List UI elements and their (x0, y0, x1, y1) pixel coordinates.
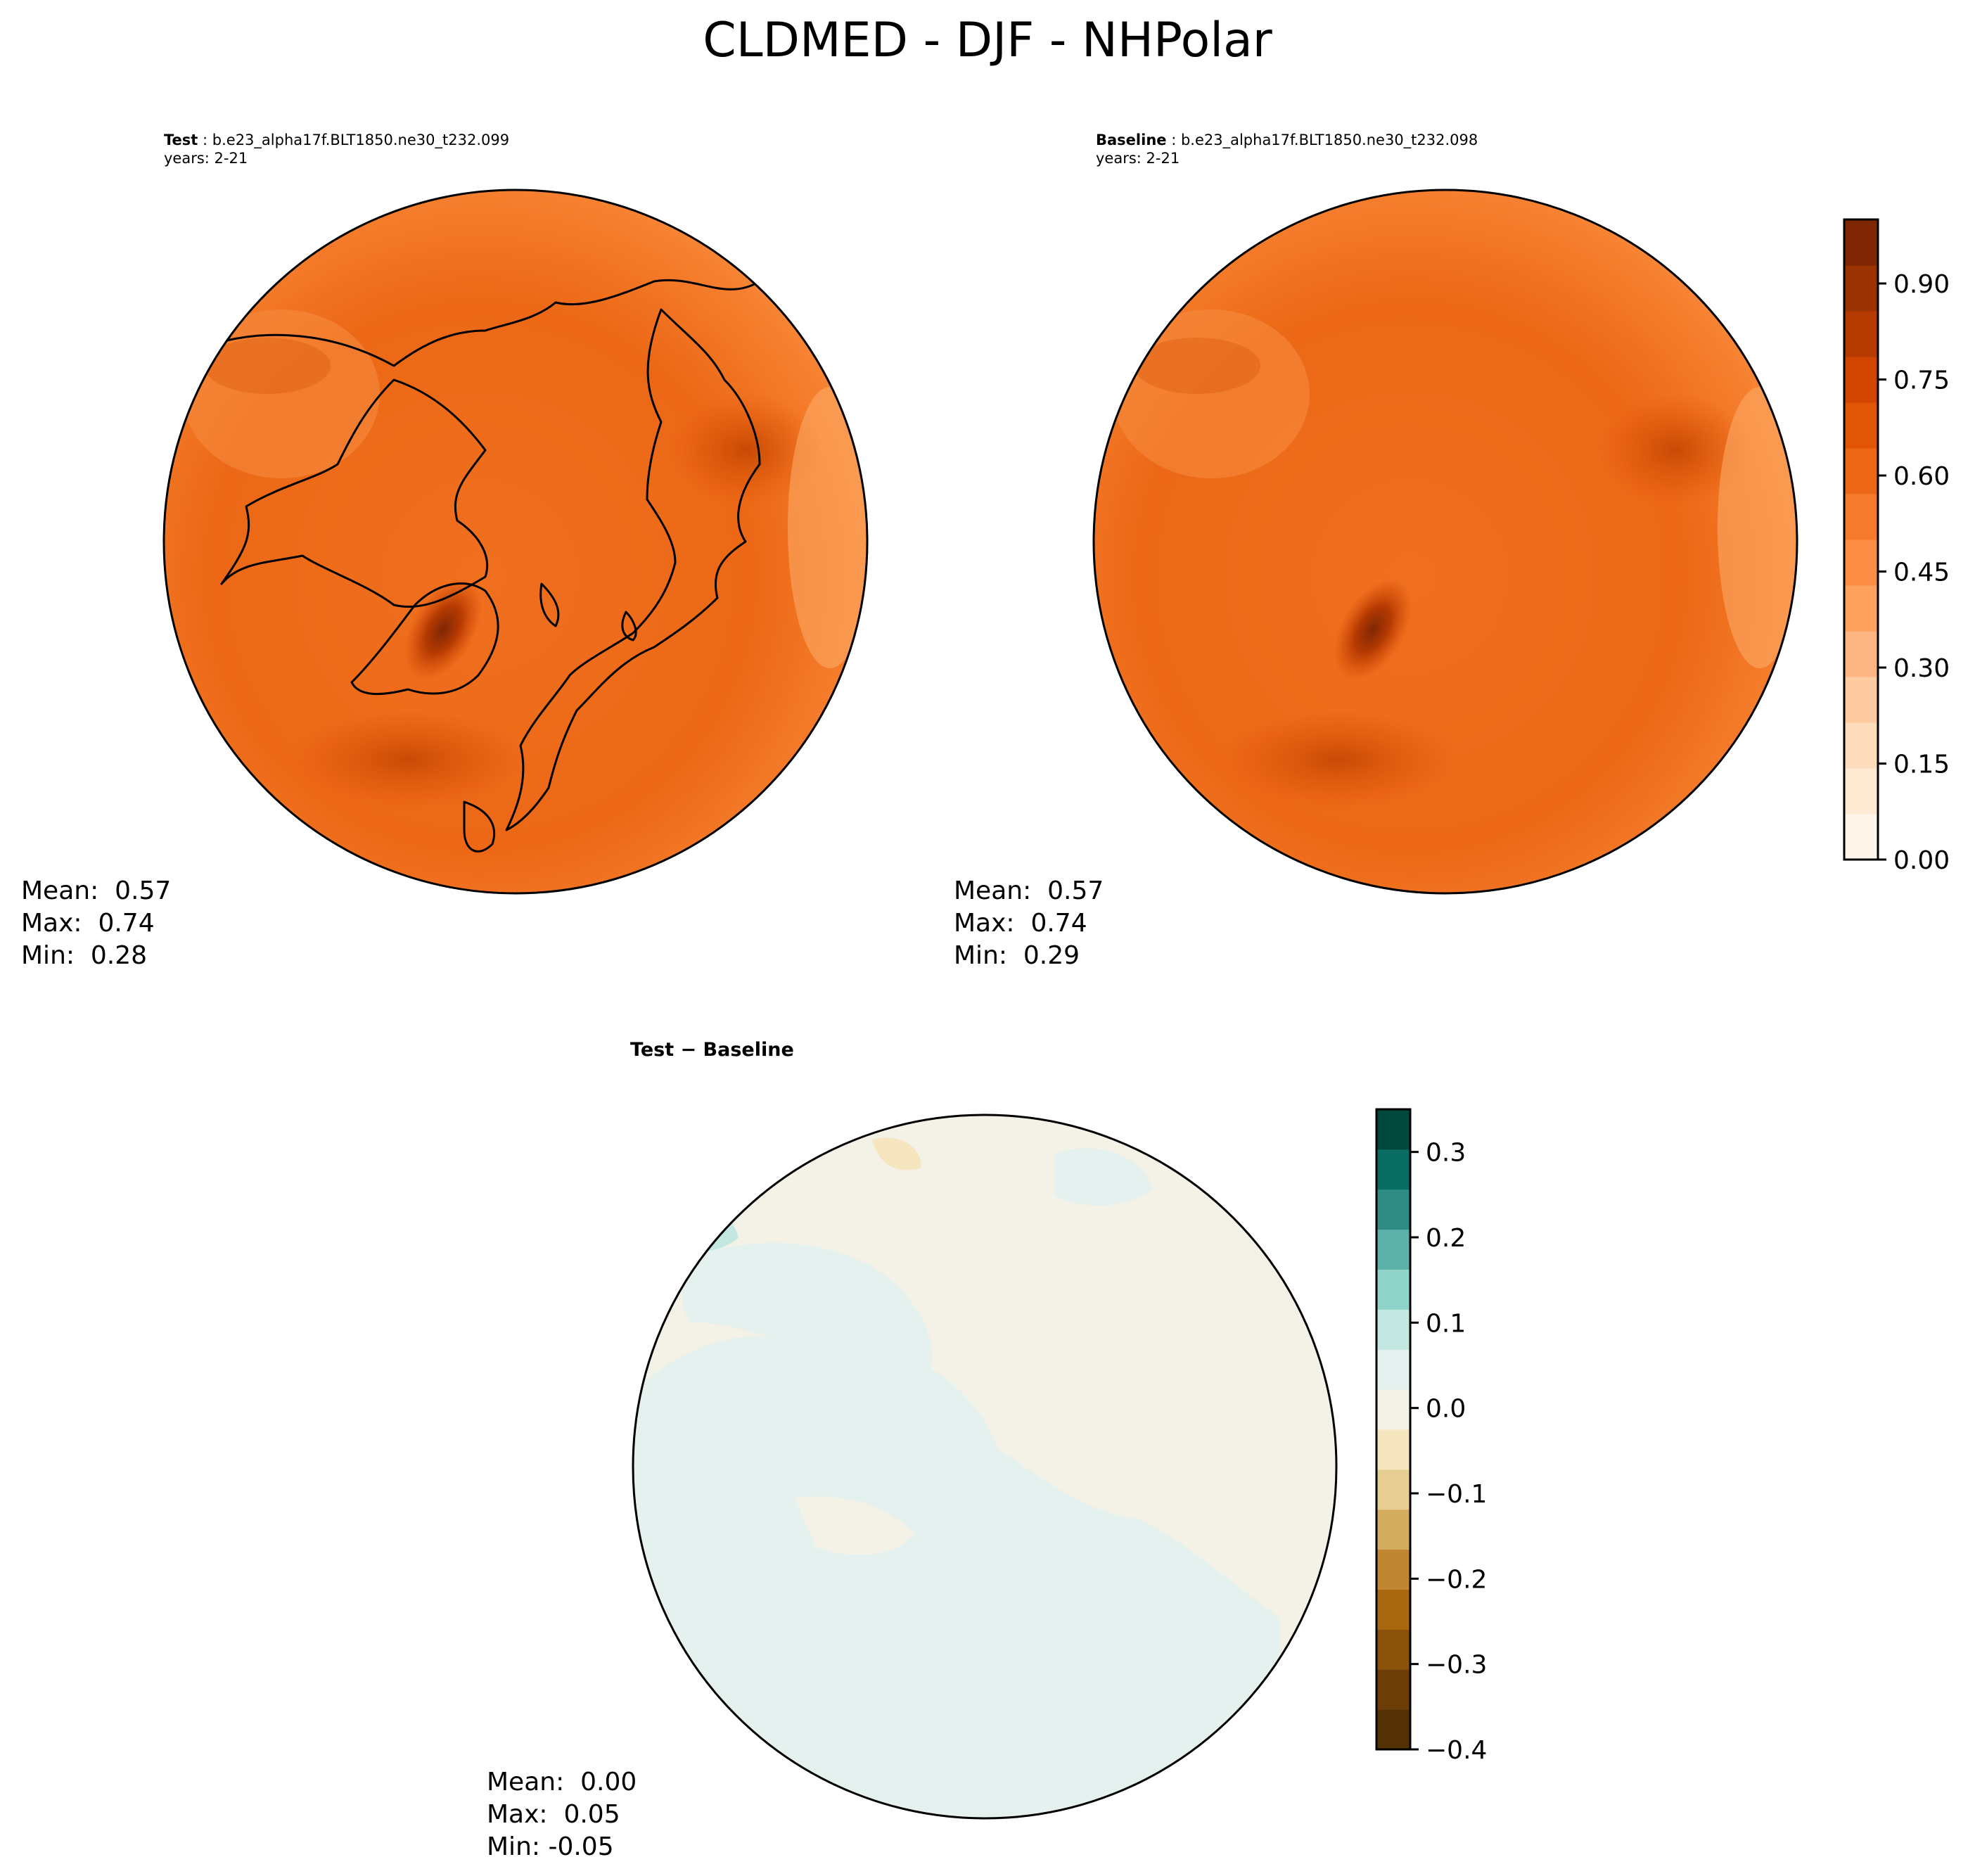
test-map-contours (183, 310, 867, 809)
main-colorbar-tick-label: 0.00 (1893, 846, 1950, 875)
test-max: Max: 0.74 (21, 909, 155, 938)
diff-colorbar-segment (1376, 1429, 1410, 1470)
main-colorbar-segment (1844, 722, 1878, 769)
diff-colorbar-tick-label: −0.3 (1426, 1651, 1487, 1680)
baseline-mean: Mean: 0.57 (954, 876, 1104, 905)
test-map (162, 189, 869, 895)
diff-colorbar-frame (1375, 1108, 1412, 1751)
baseline-map-contours (1113, 310, 1797, 809)
main-colorbar-segment (1844, 357, 1878, 403)
diff-colorbar-tick-label: 0.3 (1426, 1139, 1466, 1168)
main-colorbar-segment (1844, 585, 1878, 632)
baseline-map-border (1092, 189, 1798, 895)
test-label: Test (164, 132, 198, 148)
main-colorbar-segment (1844, 311, 1878, 357)
diff-colorbar-segment (1376, 1349, 1410, 1390)
diff-colorbar-segment (1376, 1269, 1410, 1310)
main-colorbar-segment (1844, 265, 1878, 312)
diff-colorbar-tick-label: −0.2 (1426, 1565, 1487, 1594)
baseline-map (1092, 189, 1798, 895)
diff-colorbar-segment (1376, 1309, 1410, 1350)
diff-colorbar-segment (1376, 1549, 1410, 1590)
main-colorbar-tick-label: 0.45 (1893, 559, 1950, 587)
diff-map (632, 1114, 1338, 1820)
diff-map-contours (633, 1137, 1280, 1818)
diff-colorbar-segment (1376, 1589, 1410, 1630)
main-colorbar-segment (1844, 448, 1878, 494)
main-colorbar: 0.00 0.15 0.30 0.45 0.60 0.75 0.90 (1843, 218, 1950, 875)
diff-colorbar-segment (1376, 1389, 1410, 1430)
baseline-years: years: 2-21 (1096, 150, 1180, 167)
test-stats: Mean: 0.57 Max: 0.74 Min: 0.28 (21, 875, 171, 972)
main-colorbar-tick-label: 0.60 (1893, 462, 1950, 491)
main-colorbar-segment (1844, 631, 1878, 677)
diff-colorbar-tick-label: 0.0 (1426, 1395, 1466, 1424)
test-map-field (164, 190, 867, 893)
test-mean: Mean: 0.57 (21, 876, 172, 905)
test-years: years: 2-21 (164, 150, 248, 167)
diff-colorbar-segment (1376, 1509, 1410, 1550)
diff-colorbar-segment (1376, 1669, 1410, 1710)
diff-colorbar-tick-label: −0.4 (1426, 1736, 1487, 1765)
diff-colorbar-tick-label: 0.2 (1426, 1224, 1466, 1253)
diff-colorbar-tick-label: 0.1 (1426, 1309, 1466, 1338)
main-colorbar-tick-label: 0.90 (1893, 270, 1950, 299)
diff-colorbar-segment (1376, 1469, 1410, 1510)
baseline-min: Min: 0.29 (954, 941, 1080, 970)
diff-colorbar-segment (1376, 1189, 1410, 1230)
diff-title: Test − Baseline (630, 1039, 794, 1061)
diff-stats: Mean: 0.00 Max: 0.05 Min: -0.05 (487, 1766, 637, 1863)
main-colorbar-frame (1843, 218, 1879, 861)
diff-colorbar-segment (1376, 1629, 1410, 1670)
baseline-subtitle: Baseline : b.e23_alpha17f.BLT1850.ne30_t… (1096, 132, 1478, 167)
test-subtitle: Test : b.e23_alpha17f.BLT1850.ne30_t232.… (164, 132, 510, 167)
baseline-map-field (1094, 190, 1797, 893)
main-colorbar-tick-label: 0.15 (1893, 751, 1950, 779)
test-map-border (162, 189, 869, 895)
figure-title: CLDMED - DJF - NHPolar (703, 13, 1272, 68)
baseline-stats: Mean: 0.57 Max: 0.74 Min: 0.29 (954, 875, 1104, 972)
diff-max: Max: 0.05 (487, 1800, 620, 1829)
diff-min: Min: -0.05 (487, 1832, 614, 1861)
main-colorbar-segment (1844, 219, 1878, 266)
diff-colorbar-segment (1376, 1709, 1410, 1750)
main-colorbar-segment (1844, 494, 1878, 540)
diff-colorbar-segment (1376, 1109, 1410, 1150)
main-colorbar-segment (1844, 768, 1878, 815)
diff-mean: Mean: 0.00 (487, 1768, 637, 1797)
diff-colorbar-tick-label: −0.1 (1426, 1480, 1487, 1509)
diff-colorbar: 0.3 0.2 0.1 0.0 −0.1 −0.2 −0.3 −0.4 (1375, 1108, 1487, 1765)
test-min: Min: 0.28 (21, 941, 148, 970)
baseline-max: Max: 0.74 (954, 909, 1087, 938)
diff-map-border (632, 1114, 1338, 1820)
diff-colorbar-segment (1376, 1149, 1410, 1190)
main-colorbar-segment (1844, 677, 1878, 723)
main-colorbar-segment (1844, 540, 1878, 586)
main-colorbar-tick-label: 0.75 (1893, 366, 1950, 395)
main-colorbar-segment (1844, 402, 1878, 449)
baseline-case: b.e23_alpha17f.BLT1850.ne30_t232.098 (1180, 132, 1478, 148)
baseline-label: Baseline (1096, 132, 1167, 148)
diff-colorbar-segment (1376, 1229, 1410, 1270)
main-colorbar-tick-label: 0.30 (1893, 654, 1950, 683)
test-case: b.e23_alpha17f.BLT1850.ne30_t232.099 (212, 132, 510, 148)
main-colorbar-segment (1844, 814, 1878, 860)
